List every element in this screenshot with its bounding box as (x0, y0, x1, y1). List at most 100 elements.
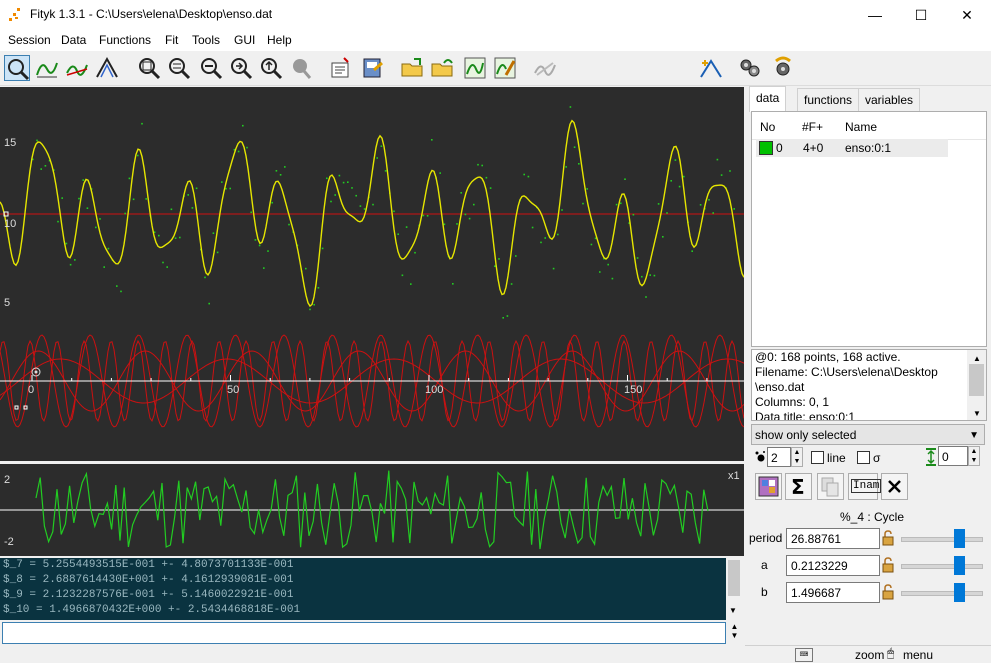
param-input-a[interactable]: 0.2123229 (786, 555, 880, 576)
fit-run-disabled-icon[interactable] (532, 55, 558, 81)
zoom-all-icon[interactable] (136, 55, 162, 81)
zoom-vertical-icon[interactable] (166, 55, 192, 81)
load-session-icon[interactable] (430, 55, 456, 81)
param-slider-period[interactable] (901, 537, 983, 542)
data-point (170, 208, 173, 211)
load-data-icon[interactable] (400, 55, 426, 81)
menu-tools[interactable]: Tools (192, 33, 221, 47)
dataset-color-swatch[interactable] (759, 141, 773, 155)
tab-data[interactable]: data (749, 86, 787, 112)
menu-help[interactable]: Help (267, 33, 292, 47)
main-plot-canvas[interactable]: 15 10 5 0 50 100 150 (0, 87, 744, 461)
data-point (527, 175, 530, 178)
sigma-checkbox[interactable] (857, 451, 870, 464)
data-point (250, 211, 252, 214)
maximize-button[interactable]: ☐ (914, 7, 928, 23)
data-point (712, 212, 714, 214)
down-arrow-icon[interactable]: ▼ (973, 409, 981, 418)
data-point (456, 223, 458, 225)
dataset-list[interactable]: No #F+ Name 0 4+0 enso:0:1 (751, 111, 987, 347)
param-slider-thumb[interactable] (954, 556, 965, 575)
param-lock-icon[interactable] (882, 584, 894, 603)
console-scroll-thumb[interactable] (728, 560, 740, 596)
shift-spin[interactable]: ▲ ▼ (968, 446, 980, 466)
scroll-down-icon[interactable]: ▼ (729, 606, 737, 615)
undo-fit-icon[interactable] (770, 55, 796, 81)
data-point (246, 146, 248, 149)
param-input-period[interactable]: 26.88761 (786, 528, 880, 549)
main-plot[interactable]: 15 10 5 0 50 100 150 (0, 87, 744, 461)
script-icon[interactable] (360, 55, 386, 81)
point-size-spin[interactable]: ▲ ▼ (791, 447, 803, 467)
data-point (380, 145, 383, 147)
anchor-marker[interactable] (31, 367, 41, 377)
baseline-mode-icon[interactable] (64, 55, 90, 81)
data-point (540, 241, 542, 244)
menu-data[interactable]: Data (61, 33, 87, 47)
data-point (284, 166, 286, 168)
delete-button[interactable] (881, 473, 908, 500)
tab-variables[interactable]: variables (858, 88, 921, 111)
zoom-mode-icon[interactable] (4, 55, 30, 81)
minimize-button[interactable]: — (868, 7, 882, 23)
menu-gui[interactable]: GUI (234, 33, 256, 47)
color-table-button[interactable] (755, 473, 782, 500)
input-spin[interactable]: ▲ ▼ (727, 622, 742, 642)
data-point (124, 212, 126, 215)
menu-functions[interactable]: Functions (99, 33, 152, 47)
baseline-handle[interactable] (3, 211, 9, 217)
handle-b[interactable] (23, 405, 28, 410)
menu-fit[interactable]: Fit (165, 33, 179, 47)
param-lock-icon[interactable] (882, 530, 894, 549)
param-slider-b[interactable] (901, 591, 983, 596)
shift-input[interactable]: 0 (938, 446, 968, 466)
component-curve (0, 358, 744, 404)
data-point (233, 148, 236, 151)
column-header-no[interactable]: No (760, 120, 776, 134)
menu-session[interactable]: Session (8, 33, 51, 47)
zoom-fit-icon[interactable] (258, 55, 284, 81)
up-arrow-icon[interactable]: ▲ (730, 622, 739, 631)
zoom-disabled-icon[interactable] (288, 55, 314, 81)
up-arrow-icon[interactable]: ▲ (973, 354, 981, 363)
plot-data-icon[interactable] (462, 55, 488, 81)
handle-a[interactable] (14, 405, 19, 410)
table-row[interactable]: 0 4+0 enso:0:1 (756, 139, 948, 157)
console-scrollbar[interactable]: ▼ (726, 558, 742, 620)
data-point (153, 231, 156, 233)
param-lock-icon[interactable] (882, 557, 894, 576)
data-point (212, 232, 215, 234)
param-slider-thumb[interactable] (954, 529, 965, 548)
close-button[interactable]: ✕ (961, 7, 973, 23)
param-slider-thumb[interactable] (954, 583, 965, 602)
copy-button[interactable] (817, 473, 844, 500)
filter-value: show only selected (755, 428, 857, 442)
data-point (61, 197, 63, 199)
data-point (628, 222, 630, 224)
rename-button[interactable]: Inam (848, 473, 882, 500)
info-icon[interactable] (328, 55, 354, 81)
add-peak-mode-icon[interactable] (94, 55, 120, 81)
point-size-input[interactable]: 2 (767, 447, 791, 467)
column-header-name[interactable]: Name (845, 120, 878, 134)
filter-select[interactable]: show only selected ▼ (751, 424, 985, 445)
edit-data-icon[interactable] (492, 55, 518, 81)
residual-plot[interactable]: 2 -2 x1 (0, 464, 744, 556)
zoom-out-icon[interactable] (198, 55, 224, 81)
zoom-prev-icon[interactable] (228, 55, 254, 81)
info-scrollbar[interactable]: ▲ ▼ (967, 350, 986, 420)
run-fit-icon[interactable] (738, 55, 764, 81)
console-line: $_10 = 1.4966870432E+000 +- 2.5434468818… (3, 604, 301, 616)
line-checkbox[interactable] (811, 451, 824, 464)
info-scroll-thumb[interactable] (969, 364, 984, 396)
add-function-icon[interactable] (698, 55, 724, 81)
param-slider-a[interactable] (901, 564, 983, 569)
column-header-functions[interactable]: #F+ (802, 120, 824, 134)
command-input[interactable] (2, 622, 726, 644)
param-input-b[interactable]: 1.496687 (786, 582, 880, 603)
sum-button[interactable]: Σ (785, 473, 812, 500)
tab-functions[interactable]: functions (797, 88, 860, 111)
down-arrow-icon[interactable]: ▼ (730, 631, 739, 640)
residual-plot-canvas[interactable]: 2 -2 x1 (0, 464, 744, 556)
range-mode-icon[interactable] (34, 55, 60, 81)
